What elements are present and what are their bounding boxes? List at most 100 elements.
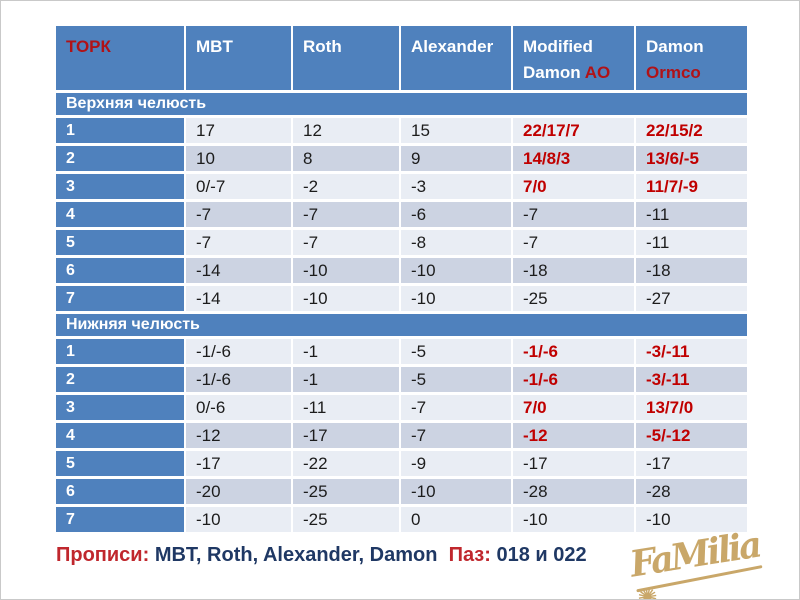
- value-cell: 22/17/7: [513, 118, 634, 143]
- familia-logo-text: FaMilia: [627, 523, 763, 586]
- header-segment-red: AO: [584, 63, 611, 83]
- value-cell: -1: [293, 367, 399, 392]
- value-cell: -10: [401, 258, 511, 283]
- column-header-5: Damon Ormco: [636, 26, 747, 90]
- value-cell: 15: [401, 118, 511, 143]
- value-cell: -2: [293, 174, 399, 199]
- row-label: 1: [56, 339, 184, 364]
- value-cell: -18: [513, 258, 634, 283]
- value-cell: -12: [186, 423, 291, 448]
- row-label: 3: [56, 395, 184, 420]
- header-segment: MBT: [196, 37, 233, 56]
- familia-logo: FaMilia✺: [627, 521, 785, 599]
- column-header-0: ТОРК: [56, 26, 184, 90]
- row-label: 2: [56, 367, 184, 392]
- footer-slot-value: 018 и 022: [490, 544, 587, 566]
- value-cell: 0: [401, 507, 511, 532]
- column-header-3: Alexander: [401, 26, 511, 90]
- value-cell: 11/7/-9: [636, 174, 747, 199]
- footer-label-slot: Паз:: [448, 544, 491, 566]
- section-header-0: Верхняя челюсть: [56, 93, 747, 115]
- value-cell: -25: [293, 507, 399, 532]
- torque-table: ТОРК MBT Roth Alexander Modified Damon AO Dam…: [56, 26, 747, 532]
- row-label: 1: [56, 118, 184, 143]
- header-segment-red: Ormco: [646, 63, 701, 83]
- value-cell: -17: [293, 423, 399, 448]
- value-cell: -17: [636, 451, 747, 476]
- value-cell: -7: [293, 202, 399, 227]
- row-label: 5: [56, 451, 184, 476]
- value-cell: -6: [401, 202, 511, 227]
- value-cell: -20: [186, 479, 291, 504]
- value-cell: 13/6/-5: [636, 146, 747, 171]
- value-cell: -22: [293, 451, 399, 476]
- value-cell: -14: [186, 258, 291, 283]
- value-cell: 13/7/0: [636, 395, 747, 420]
- value-cell: 10: [186, 146, 291, 171]
- value-cell: 7/0: [513, 174, 634, 199]
- value-cell: -5: [401, 367, 511, 392]
- value-cell: -1/-6: [186, 339, 291, 364]
- value-cell: -1/-6: [186, 367, 291, 392]
- header-segment: Roth: [303, 37, 342, 56]
- column-header-2: Roth: [293, 26, 399, 90]
- value-cell: -25: [293, 479, 399, 504]
- value-cell: -7: [186, 230, 291, 255]
- value-cell: -7: [513, 230, 634, 255]
- value-cell: 22/15/2: [636, 118, 747, 143]
- value-cell: -25: [513, 286, 634, 311]
- value-cell: -28: [636, 479, 747, 504]
- value-cell: -10: [401, 286, 511, 311]
- value-cell: -7: [293, 230, 399, 255]
- value-cell: -10: [293, 258, 399, 283]
- footer-note: Прописи: MBT, Roth, Alexander, Damon Паз…: [56, 544, 587, 567]
- value-cell: -12: [513, 423, 634, 448]
- value-cell: -17: [513, 451, 634, 476]
- value-cell: -3/-11: [636, 339, 747, 364]
- value-cell: -1/-6: [513, 339, 634, 364]
- row-label: 2: [56, 146, 184, 171]
- column-header-1: MBT: [186, 26, 291, 90]
- value-cell: 12: [293, 118, 399, 143]
- footer-prescriptions-value: MBT, Roth, Alexander, Damon: [149, 544, 449, 566]
- value-cell: -11: [293, 395, 399, 420]
- header-segment: Modified Damon: [523, 37, 593, 83]
- row-label: 4: [56, 423, 184, 448]
- value-cell: 7/0: [513, 395, 634, 420]
- value-cell: -7: [186, 202, 291, 227]
- value-cell: -10: [636, 507, 747, 532]
- value-cell: -3/-11: [636, 367, 747, 392]
- value-cell: -11: [636, 230, 747, 255]
- value-cell: -5: [401, 339, 511, 364]
- value-cell: 8: [293, 146, 399, 171]
- value-cell: -8: [401, 230, 511, 255]
- row-label: 4: [56, 202, 184, 227]
- value-cell: -18: [636, 258, 747, 283]
- value-cell: -1: [293, 339, 399, 364]
- value-cell: -27: [636, 286, 747, 311]
- value-cell: 14/8/3: [513, 146, 634, 171]
- column-header-4: Modified Damon AO: [513, 26, 634, 90]
- row-label: 7: [56, 507, 184, 532]
- footer-label-prescriptions: Прописи:: [56, 544, 150, 566]
- value-cell: 0/-7: [186, 174, 291, 199]
- value-cell: -10: [293, 286, 399, 311]
- row-label: 5: [56, 230, 184, 255]
- value-cell: -14: [186, 286, 291, 311]
- section-header-1: Нижняя челюсть: [56, 314, 747, 336]
- value-cell: -7: [513, 202, 634, 227]
- row-label: 6: [56, 479, 184, 504]
- header-segment: Damon: [646, 37, 704, 56]
- value-cell: 0/-6: [186, 395, 291, 420]
- value-cell: -10: [401, 479, 511, 504]
- value-cell: -3: [401, 174, 511, 199]
- value-cell: -7: [401, 423, 511, 448]
- value-cell: -17: [186, 451, 291, 476]
- row-label: 3: [56, 174, 184, 199]
- value-cell: -28: [513, 479, 634, 504]
- row-label: 7: [56, 286, 184, 311]
- value-cell: -5/-12: [636, 423, 747, 448]
- value-cell: -7: [401, 395, 511, 420]
- value-cell: 9: [401, 146, 511, 171]
